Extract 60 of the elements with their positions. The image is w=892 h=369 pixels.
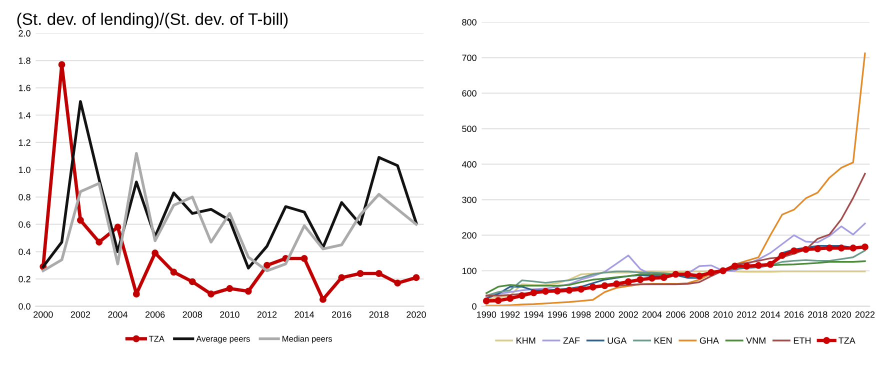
legend-label: KHM — [516, 337, 536, 344]
x-tick-label: 2006 — [666, 311, 686, 318]
x-tick-label: 2006 — [145, 311, 165, 318]
x-tick-label: 2008 — [690, 311, 709, 318]
chart-title: (St. dev. of lending)/(St. dev. of T-bill) — [17, 12, 288, 28]
legend-label: TZA — [838, 337, 856, 344]
x-tick-label: 2018 — [369, 311, 389, 318]
y-tick-label: 0.2 — [18, 276, 30, 282]
x-tick-label: 2014 — [760, 311, 780, 318]
x-tick-label: 2012 — [737, 311, 756, 318]
legend-label: GHA — [700, 337, 719, 344]
x-tick-label: 2008 — [182, 311, 202, 318]
legend-label: Average peers — [196, 336, 250, 344]
x-tick-label: 1998 — [572, 311, 591, 318]
y-tick-label: 1.8 — [18, 57, 30, 64]
y-tick-label: 300 — [462, 196, 476, 204]
x-tick-label: 1992 — [500, 311, 520, 318]
x-tick-label: 2020 — [406, 311, 426, 318]
x-tick-label: 2002 — [618, 311, 638, 318]
y-tick-label: 100 — [462, 268, 476, 274]
x-tick-label: 2000 — [34, 311, 53, 318]
x-tick-label: 1990 — [477, 311, 496, 318]
x-tick-label: 1996 — [548, 311, 568, 318]
legend-label: ETH — [794, 337, 811, 344]
y-tick-label: 0.4 — [18, 248, 31, 256]
x-tick-label: 2010 — [220, 311, 240, 318]
y-tick-label: 800 — [462, 19, 476, 26]
x-tick-label: 2020 — [832, 311, 851, 318]
legend-label: TZA — [148, 336, 164, 342]
x-tick-label: 2002 — [70, 311, 90, 318]
legend-label: UGA — [608, 337, 627, 344]
y-tick-label: 0.8 — [18, 194, 30, 200]
x-tick-label: 2022 — [855, 311, 875, 318]
x-tick-label: 2016 — [784, 311, 804, 318]
x-tick-label: 2004 — [642, 311, 662, 318]
y-tick-label: 200 — [462, 232, 476, 239]
legend-label: ZAF — [563, 337, 580, 344]
legend-label: KEN — [654, 337, 672, 344]
y-tick-label: 700 — [462, 54, 476, 62]
y-tick-label: 1.6 — [18, 84, 30, 92]
y-tick-label: 1.2 — [18, 139, 30, 146]
y-tick-label: 0.0 — [18, 303, 30, 310]
y-tick-label: 2.0 — [18, 30, 30, 37]
x-tick-label: 2004 — [108, 311, 128, 318]
x-tick-label: 2018 — [808, 311, 828, 318]
x-tick-label: 2000 — [595, 311, 614, 318]
x-tick-label: 1994 — [524, 311, 544, 318]
y-tick-label: 0.6 — [18, 221, 30, 228]
legend-label: Median peers — [282, 336, 332, 344]
y-tick-label: 1.4 — [18, 112, 31, 118]
x-tick-label: 2014 — [294, 311, 314, 318]
y-tick-label: 1.0 — [18, 166, 30, 174]
legend-label: VNM — [746, 337, 766, 344]
y-tick-label: 400 — [462, 161, 476, 168]
y-tick-label: 600 — [462, 90, 476, 97]
x-tick-label: 2010 — [713, 311, 733, 318]
x-tick-label: 2016 — [332, 311, 352, 318]
y-tick-label: 500 — [462, 126, 476, 132]
x-tick-label: 2012 — [257, 311, 277, 318]
y-tick-label: 0 — [472, 303, 476, 310]
